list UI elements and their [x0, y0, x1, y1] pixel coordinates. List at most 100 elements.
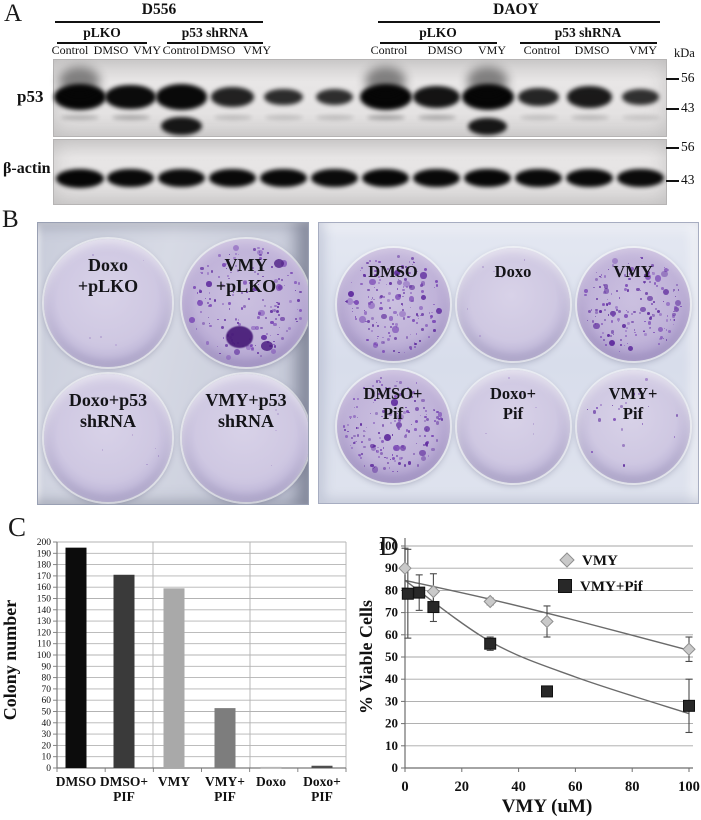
- colony-dot: [364, 311, 368, 315]
- colony-dot: [355, 427, 358, 430]
- colony-dot: [615, 290, 619, 293]
- colony-dot: [369, 413, 371, 415]
- colony-dot: [617, 320, 619, 322]
- colony-dot: [603, 275, 607, 278]
- colony-dot: [415, 333, 418, 335]
- colony-tint: [336, 369, 450, 483]
- colony-dot: [352, 441, 355, 444]
- marker-square: [427, 601, 440, 614]
- panel-b-label: B: [2, 206, 19, 233]
- y-tick-label: 200: [37, 538, 52, 548]
- x-tick-label: 40: [511, 779, 525, 795]
- colony-dot: [205, 341, 209, 345]
- colony-dot: [236, 342, 239, 345]
- colony-dot: [199, 272, 201, 274]
- colony-dot: [419, 449, 427, 457]
- marker-diamond: [682, 642, 696, 656]
- colony-dot: [618, 297, 620, 299]
- colony-dot: [278, 302, 281, 305]
- colony-dot: [402, 317, 405, 320]
- x-tick-label: 0: [401, 779, 408, 795]
- colony-dot: [397, 279, 403, 285]
- colony-dot: [396, 445, 399, 447]
- colony-dot: [393, 311, 397, 315]
- colony-dot: [426, 441, 430, 444]
- colony-dot: [356, 426, 359, 430]
- colony-dot: [391, 454, 393, 456]
- actin-band: [463, 168, 512, 188]
- p53-faint-band: [315, 115, 354, 120]
- colony-dot: [403, 351, 405, 353]
- colony-dot: [394, 293, 401, 301]
- colony-dot: [627, 311, 630, 314]
- colony-dot: [249, 282, 251, 284]
- y-tick-label: 10: [385, 738, 398, 753]
- colony-dot: [635, 333, 638, 336]
- colony-dot: [647, 312, 650, 316]
- colony-dot: [371, 446, 377, 452]
- colony-dot: [375, 450, 379, 453]
- colony-dot: [643, 282, 646, 284]
- colony-dot: [618, 309, 622, 313]
- colony-dot: [400, 445, 404, 449]
- colony-blob: [274, 259, 285, 269]
- lane-label: DMSO: [574, 43, 610, 57]
- colony-dot: [424, 426, 431, 433]
- category-label: Doxo+: [303, 774, 341, 789]
- colony-dot: [674, 306, 678, 310]
- colony-dot: [234, 318, 237, 322]
- colony-dot: [430, 315, 434, 319]
- colony-dot: [397, 462, 401, 466]
- colony-dot: [402, 273, 405, 276]
- kda-unit-label: kDa: [674, 46, 695, 60]
- colony-dot: [584, 288, 589, 294]
- colony-dot: [155, 447, 157, 450]
- colony-dot: [388, 316, 394, 321]
- well-label: Doxo+p53 shRNA: [44, 390, 172, 432]
- colony-dot: [414, 420, 418, 424]
- colony-dot: [208, 291, 211, 294]
- colony-dot: [610, 310, 616, 317]
- colony-dot: [269, 345, 272, 348]
- colony-dot: [432, 408, 435, 411]
- colony-dot: [391, 323, 394, 326]
- colony-dot: [410, 391, 413, 394]
- p53-band: [211, 87, 254, 107]
- well-label: Doxo: [457, 262, 570, 282]
- colony-dot: [416, 382, 418, 384]
- colony-dot: [200, 266, 204, 271]
- colony-dot: [440, 418, 443, 421]
- colony-dot: [145, 463, 148, 466]
- colony-dot: [377, 393, 380, 396]
- colony-dot: [281, 279, 284, 282]
- y-tick-label: 70: [385, 605, 398, 620]
- well-label-line: Doxo+p53: [68, 390, 148, 410]
- colony-dot: [197, 299, 200, 302]
- category-label: PIF: [311, 789, 333, 804]
- cell-line-underline: [378, 21, 660, 23]
- colony-dot: [421, 398, 425, 402]
- colony-dot: [373, 401, 375, 403]
- colony-dot: [383, 325, 387, 329]
- group-label: p53 shRNA: [554, 25, 622, 40]
- colony-dot: [288, 299, 292, 303]
- colony-dot: [411, 264, 413, 266]
- colony-dot: [626, 321, 630, 325]
- actin-band: [106, 168, 155, 188]
- bar-vmy+: [214, 708, 236, 768]
- x-tick-label: 20: [455, 779, 470, 795]
- four-well-plate: Doxo +pLKO VMY +pLKO Doxo+p53 shRNA VMY+p53 shR…: [37, 222, 309, 505]
- colony-dot: [209, 298, 212, 301]
- colony-dot: [391, 399, 398, 406]
- colony-dot: [347, 423, 350, 426]
- y-tick-label: 80: [42, 674, 52, 684]
- colony-dot: [410, 333, 412, 335]
- colony-tint: [576, 247, 690, 361]
- colony-dot: [423, 434, 427, 438]
- p53-band: [105, 84, 156, 110]
- colony-dot: [430, 317, 432, 320]
- colony-dot: [265, 317, 268, 320]
- colony-dot: [373, 467, 375, 469]
- colony-dot: [606, 304, 608, 306]
- actin-band: [412, 168, 461, 188]
